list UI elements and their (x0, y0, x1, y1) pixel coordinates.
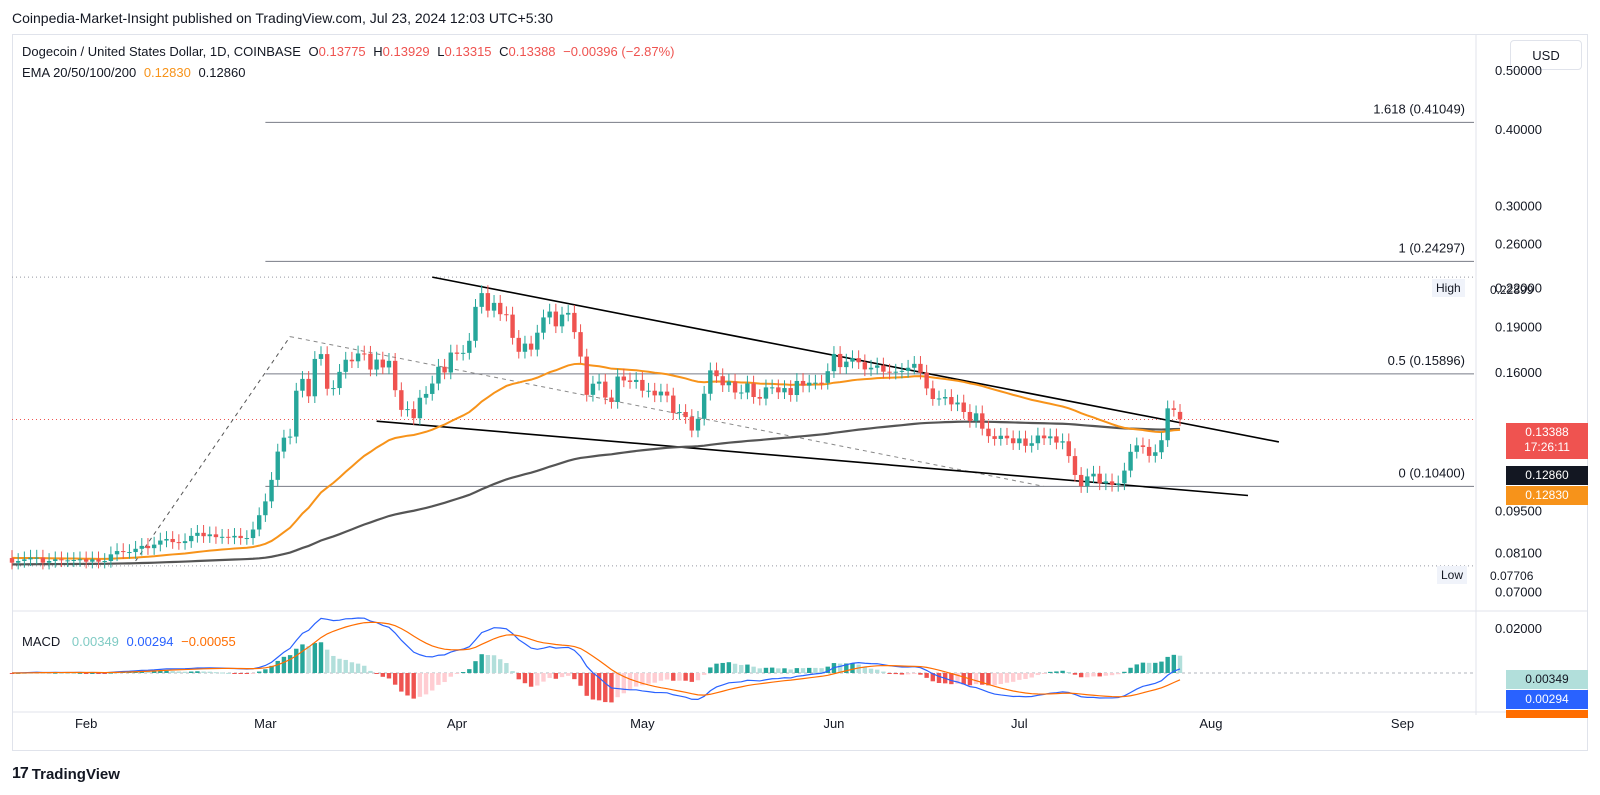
last-price-tag: 0.13388 17:26:11 (1506, 423, 1588, 459)
open-label: O (308, 44, 319, 59)
low-value: 0.13315 (444, 44, 492, 59)
chart-frame[interactable] (12, 34, 1588, 751)
ema-dark-tag: 0.12860 (1506, 466, 1588, 485)
currency-button[interactable]: USD (1510, 40, 1582, 70)
macd-signal-value: −0.00055 (181, 634, 236, 649)
change-value: −0.00396 (−2.87%) (563, 44, 675, 59)
high-label: H (373, 44, 383, 59)
macd-legend: MACD 0.00349 0.00294 −0.00055 (22, 634, 240, 649)
tradingview-logo[interactable]: 17 TradingView (12, 765, 120, 783)
publisher-line: Coinpedia-Market-Insight published on Tr… (12, 10, 554, 26)
ema-value-orange: 0.12830 (143, 65, 191, 80)
high-value: 0.13929 (382, 44, 430, 59)
macd-line-value: 0.00294 (126, 634, 174, 649)
symbol-name: Dogecoin / United States Dollar, 1D, COI… (22, 44, 301, 59)
ema-label: EMA 20/50/100/200 (22, 65, 137, 80)
bar-countdown: 17:26:11 (1524, 440, 1570, 454)
macd-hist-tag: 0.00349 (1506, 670, 1588, 689)
high-tag-value: 0.22899 (1490, 283, 1534, 297)
macd-line-tag: 0.00294 (1506, 690, 1588, 709)
footer-brand: TradingView (31, 765, 120, 783)
high-tag-label: High (1432, 279, 1465, 297)
last-price-value: 0.13388 (1525, 425, 1569, 439)
open-value: 0.13775 (318, 44, 366, 59)
macd-signal-tag (1506, 710, 1588, 718)
close-label: C (499, 44, 509, 59)
low-tag-value: 0.07706 (1490, 569, 1534, 583)
ema-value-dark: 0.12860 (198, 65, 246, 80)
tradingview-mark-icon: 17 (12, 765, 29, 782)
close-value: 0.13388 (508, 44, 556, 59)
symbol-legend: Dogecoin / United States Dollar, 1D, COI… (22, 44, 678, 59)
ema-legend: EMA 20/50/100/200 0.12830 0.12860 (22, 65, 249, 80)
low-label: L (437, 44, 445, 59)
macd-label: MACD (22, 634, 61, 649)
low-tag-label: Low (1437, 566, 1468, 584)
macd-hist-value: 0.00349 (71, 634, 119, 649)
ema-orange-tag: 0.12830 (1506, 486, 1588, 505)
